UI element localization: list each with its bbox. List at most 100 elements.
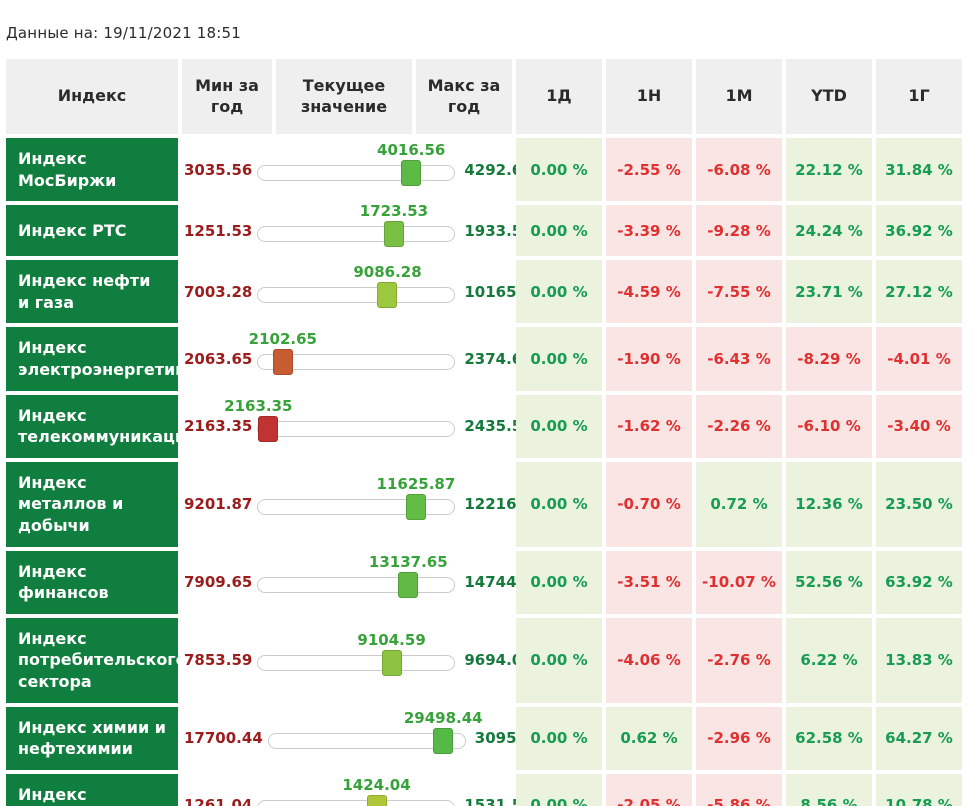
- value-cell: 1251.53 1723.53 1933.59: [182, 202, 533, 256]
- min-value: 7003.28: [184, 282, 253, 301]
- range-slider-track[interactable]: 1723.53: [257, 202, 456, 247]
- max-value: 2374.66: [464, 349, 533, 368]
- change-cell: 0.00 %: [516, 773, 602, 806]
- slider-thumb-handle[interactable]: [405, 494, 426, 521]
- min-value: 1261.04: [184, 796, 253, 806]
- max-value: 1933.59: [464, 221, 533, 240]
- change-cell: -4.59 %: [606, 260, 692, 324]
- data-timestamp: Данные на: 19/11/2021 18:51: [6, 24, 242, 42]
- range-slider-track[interactable]: 2163.35: [224, 397, 456, 443]
- slider-thumb-handle[interactable]: [381, 650, 402, 677]
- value-cell: 7853.59 9104.59 9694.02: [182, 618, 533, 703]
- change-cell: -2.96 %: [696, 706, 782, 770]
- change-cell: 36.92 %: [876, 205, 962, 257]
- change-cell: 0.00 %: [516, 461, 602, 547]
- index-name: Индекс транспорта: [6, 773, 178, 806]
- slider-thumb-handle[interactable]: [398, 572, 419, 599]
- min-value: 2163.35: [184, 417, 253, 436]
- range-slider-track[interactable]: 2102.65: [249, 330, 456, 375]
- index-name: Индекс нефти и газа: [6, 260, 178, 324]
- header-period: 1Д: [516, 59, 602, 134]
- value-cell: 2063.65 2102.65 2374.66: [182, 327, 533, 390]
- change-cell: -3.39 %: [606, 205, 692, 257]
- max-value: 1531.57: [464, 796, 533, 806]
- header-index: Индекс: [6, 59, 178, 134]
- slider-thumb-handle[interactable]: [258, 416, 279, 443]
- range-slider-track[interactable]: 4016.56: [257, 141, 456, 186]
- current-value: 13137.65: [368, 553, 448, 572]
- table-row: Индекс МосБиржи 3035.56 4016.56 4292.68 …: [6, 138, 974, 202]
- range-slider-track[interactable]: 1424.04: [257, 776, 456, 806]
- min-value: 7909.65: [184, 573, 253, 592]
- value-cell: 1261.04 1424.04 1531.57: [182, 774, 533, 806]
- min-value: 9201.87: [184, 495, 253, 514]
- change-cell: 23.71 %: [786, 260, 872, 324]
- change-cell: -8.29 %: [786, 327, 872, 391]
- slider-thumb-handle[interactable]: [366, 795, 387, 806]
- change-cell: 52.56 %: [786, 550, 872, 614]
- min-value: 1251.53: [184, 221, 253, 240]
- range-slider-track[interactable]: 9104.59: [257, 631, 456, 677]
- value-cell: 7909.65 13137.65 14744.03: [182, 551, 543, 614]
- range-slider-track[interactable]: 29498.44: [267, 709, 483, 755]
- value-cell: 2163.35 2163.35 2435.54: [182, 395, 533, 458]
- change-cell: 12.36 %: [786, 461, 872, 547]
- header-period: 1Н: [606, 59, 692, 134]
- change-cell: 0.00 %: [516, 327, 602, 391]
- range-slider-track[interactable]: 9086.28: [257, 263, 456, 308]
- header-period: 1М: [696, 59, 782, 134]
- table-row: Индекс РТС 1251.53 1723.53 1933.59 0.00 …: [6, 202, 974, 257]
- change-cell: 62.58 %: [786, 706, 872, 770]
- range-slider-track[interactable]: 11625.87: [257, 475, 456, 521]
- slider-thumb-handle[interactable]: [272, 348, 293, 375]
- current-value: 2163.35: [224, 397, 293, 416]
- table-row: Индекс потребительского сектора 7853.59 …: [6, 617, 974, 703]
- header-period: YTD: [786, 59, 872, 134]
- change-cell: 0.00 %: [516, 260, 602, 324]
- table-row: Индекс электроэнергетики 2063.65 2102.65…: [6, 327, 974, 391]
- change-cell: 0.00 %: [516, 205, 602, 257]
- min-value: 2063.65: [184, 349, 253, 368]
- change-cell: -6.10 %: [786, 394, 872, 458]
- index-name: Индекс финансов: [6, 550, 178, 614]
- change-cell: 10.78 %: [876, 773, 962, 806]
- change-cell: 0.62 %: [606, 706, 692, 770]
- table-row: Индекс металлов и добычи 9201.87 11625.8…: [6, 461, 974, 547]
- change-cell: 23.50 %: [876, 461, 962, 547]
- change-cell: -6.43 %: [696, 327, 782, 391]
- change-cell: 27.12 %: [876, 260, 962, 324]
- change-cell: 31.84 %: [876, 138, 962, 202]
- change-cell: -6.08 %: [696, 138, 782, 202]
- slider-thumb-handle[interactable]: [401, 159, 422, 186]
- table-row: Индекс телекоммуникаций 2163.35 2163.35 …: [6, 394, 974, 458]
- current-value: 11625.87: [376, 475, 456, 494]
- index-name: Индекс РТС: [6, 205, 178, 257]
- index-name: Индекс химии и нефтехимии: [6, 706, 178, 770]
- index-name: Индекс металлов и добычи: [6, 461, 178, 547]
- min-value: 3035.56: [184, 160, 253, 179]
- current-value: 4016.56: [377, 140, 446, 159]
- change-cell: -4.01 %: [876, 327, 962, 391]
- slider-thumb-handle[interactable]: [377, 281, 398, 308]
- current-value: 2102.65: [248, 329, 317, 348]
- change-cell: 24.24 %: [786, 205, 872, 257]
- change-cell: -0.70 %: [606, 461, 692, 547]
- value-cell: 7003.28 9086.28 10165.75: [182, 260, 543, 323]
- change-cell: 8.56 %: [786, 773, 872, 806]
- table-row: Индекс финансов 7909.65 13137.65 14744.0…: [6, 550, 974, 614]
- change-cell: 0.00 %: [516, 617, 602, 703]
- slider-thumb-handle[interactable]: [383, 220, 404, 247]
- change-cell: -10.07 %: [696, 550, 782, 614]
- value-cell: 17700.44 29498.44 30952.79: [182, 707, 554, 770]
- current-value: 9086.28: [353, 262, 422, 281]
- change-cell: -4.06 %: [606, 617, 692, 703]
- max-value: 2435.54: [464, 417, 533, 436]
- header-max: Макс за год: [416, 59, 512, 134]
- range-slider-track[interactable]: 13137.65: [257, 553, 456, 599]
- index-name: Индекс МосБиржи: [6, 138, 178, 202]
- current-value: 1723.53: [359, 201, 429, 220]
- change-cell: -1.62 %: [606, 394, 692, 458]
- slider-thumb-handle[interactable]: [433, 728, 454, 755]
- current-value: 9104.59: [357, 631, 426, 650]
